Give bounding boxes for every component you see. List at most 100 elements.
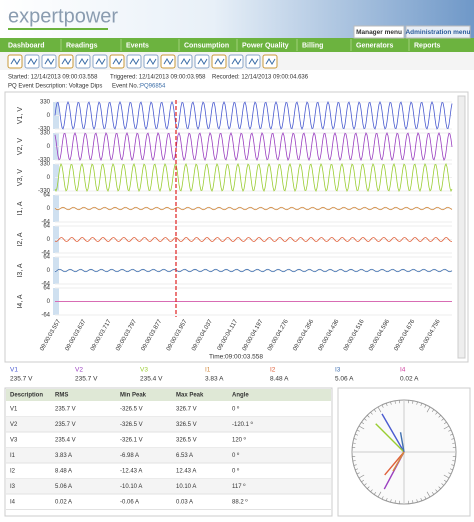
y-tick-label: 0 [47, 299, 51, 305]
toolbar-icon [214, 58, 225, 65]
menu-tab-label[interactable]: Administration menu [405, 29, 470, 36]
phasor-tick [390, 499, 392, 503]
y-tick-label: 64 [43, 193, 50, 199]
readout-name: I3 [335, 367, 341, 374]
nav-item[interactable]: Consumption [184, 42, 229, 49]
waveform [54, 206, 453, 211]
logo: expertpower [8, 5, 118, 27]
toolbar-icon [27, 58, 38, 65]
table-cell: 0 º [232, 467, 240, 474]
phasor-vector [399, 432, 405, 453]
phasor-tick [416, 499, 418, 503]
phasor-tick [370, 489, 373, 493]
phasor-tick [367, 415, 370, 418]
toolbar-icon [95, 58, 106, 65]
table-cell: 0.02 A [55, 499, 72, 505]
phasor-tick [361, 479, 365, 483]
y-tick-label: 0 [47, 268, 51, 274]
table-cell: 8.48 A [55, 468, 72, 474]
readout-value: 8.48 A [270, 376, 289, 383]
waveform [54, 162, 453, 193]
table-cell: 120 º [232, 436, 247, 443]
readout-value: 5.06 A [335, 376, 354, 383]
y-tick-label: 0 [47, 113, 51, 119]
phasor-tick [438, 486, 441, 489]
phasor-tick [448, 429, 452, 432]
nav-item[interactable]: Billing [302, 42, 323, 49]
y-tick-label: -64 [41, 313, 50, 319]
waveform [54, 237, 452, 242]
phasor-tick [363, 418, 367, 421]
toolbar-icon [231, 58, 242, 65]
phasor-tick [394, 400, 396, 404]
table-cell: 0 º [232, 452, 240, 459]
menu-tab[interactable] [353, 25, 405, 39]
phasor-tick [438, 415, 441, 418]
phasor-tick [377, 491, 382, 498]
phasor-tick [352, 460, 356, 462]
nav-item[interactable]: Power Quality [242, 42, 289, 49]
phasor-tick [424, 496, 427, 500]
table-cell: V3 [10, 437, 18, 443]
table-cell: 235.7 V [55, 422, 76, 428]
chart-panel [4, 91, 469, 363]
phasor-tick [353, 464, 357, 466]
nav-item[interactable]: Events [126, 42, 149, 49]
phasor-tick [416, 401, 418, 405]
table-cell: -12.43 A [120, 468, 142, 474]
table-cell: -326.5 V [120, 422, 143, 428]
phasor-tick [381, 496, 384, 500]
waveform-label: V2, V [17, 138, 24, 155]
menu-tab[interactable] [405, 25, 471, 39]
phasor-tick [381, 404, 384, 408]
table-cell: -326.1 V [120, 437, 143, 443]
phasor-tick [361, 421, 365, 425]
info-event-no: PQ96854 [140, 84, 166, 90]
info-recorded: Recorded: 12/14/2013 09:00:04.636 [212, 75, 309, 81]
toolbar-icon [112, 58, 123, 65]
table-cell: 326.5 V [176, 422, 197, 428]
table-header-cell: Description [10, 393, 43, 399]
phasor-tick [426, 406, 431, 413]
toolbar-icon [197, 58, 208, 65]
y-tick-label: -64 [41, 220, 50, 226]
readout-name: V1 [10, 367, 18, 374]
readout-name: I1 [205, 367, 211, 374]
phasor-tick [355, 433, 359, 436]
table-row-bg [6, 447, 331, 463]
y-tick-label: 0 [47, 175, 51, 181]
phasor-tick [443, 474, 450, 479]
table-cell: 0.03 A [176, 499, 193, 505]
phasor-vector [392, 451, 405, 472]
waveform-label: V1, V [17, 107, 24, 124]
readout-name: V2 [75, 367, 83, 374]
readout-name: I2 [270, 367, 276, 374]
table-cell: 3.83 A [55, 453, 72, 459]
table-header-bg [6, 389, 331, 401]
phasor-tick [426, 491, 431, 498]
y-tick-label: 64 [43, 224, 50, 230]
table-cell: V2 [10, 422, 18, 428]
table-cell: I1 [10, 453, 16, 459]
phasor-tick [451, 438, 455, 440]
table-header-cell: Angle [232, 393, 249, 399]
table-cell: I2 [10, 468, 16, 474]
nav-item[interactable]: Readings [66, 42, 98, 49]
table-cell: -0.06 A [120, 499, 139, 505]
readout-value: 0.02 A [400, 376, 419, 383]
phasor-tick [394, 500, 396, 504]
nav-item[interactable]: Generators [356, 42, 393, 49]
scrollbar [457, 95, 466, 359]
phasor-tick [385, 497, 388, 501]
table-cell: 5.06 A [55, 484, 72, 490]
phasor-tick [367, 486, 370, 489]
menu-tab-label[interactable]: Manager menu [356, 29, 402, 36]
table-cell: I3 [10, 484, 16, 490]
table-cell: 117 º [232, 483, 246, 490]
toolbar-icon [265, 58, 276, 65]
nav-item[interactable]: Reports [414, 42, 441, 49]
nav-item[interactable]: Dashboard [8, 42, 45, 49]
phasor-tick [353, 438, 357, 440]
table-cell: 12.43 A [176, 468, 196, 474]
